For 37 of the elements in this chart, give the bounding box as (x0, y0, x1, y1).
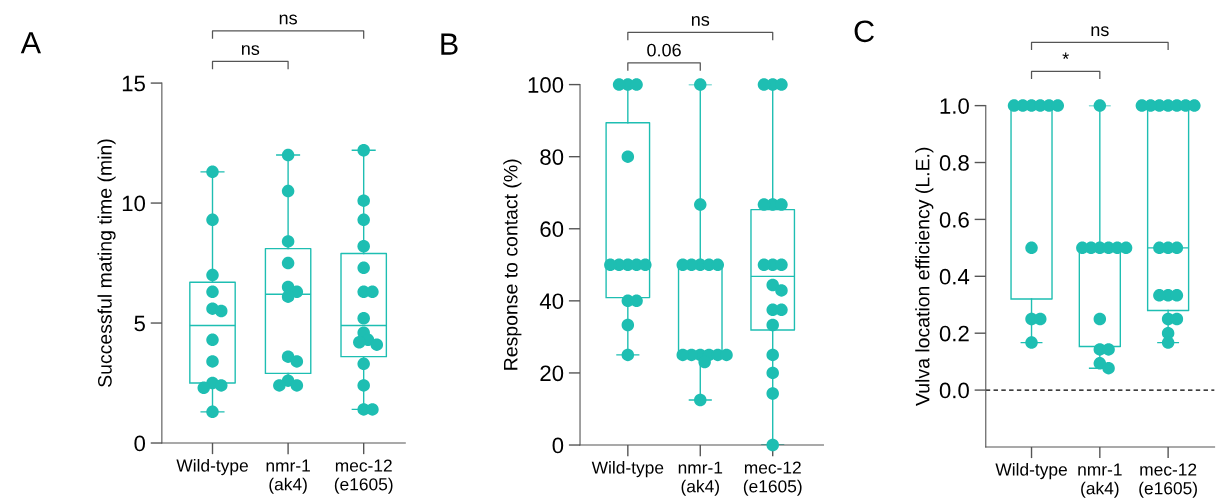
x-tick-label: nmr-1 (ak4) (266, 459, 310, 494)
y-tick-label: 15 (122, 75, 145, 92)
y-tick-label: 60 (540, 221, 564, 238)
y-tick-label: 0 (552, 437, 564, 454)
y-tick-label: 0.0 (939, 382, 969, 399)
x-tick-label: mec-12 (e1605) (1139, 463, 1197, 498)
x-tick-label: nmr-1 (ak4) (1078, 463, 1122, 498)
y-axis-title: Successful mating time (min) (97, 139, 116, 387)
y-tick-label: 100 (528, 77, 564, 93)
text: ns (279, 14, 297, 25)
y-tick-label: 20 (540, 365, 564, 382)
y-axis-title: Response to contact (%) (503, 159, 522, 370)
text: * (1062, 52, 1069, 59)
y-tick-label: 10 (122, 195, 146, 212)
x-tick-label: mec-12 (e1605) (334, 459, 393, 494)
x-tick-label: Wild-type (591, 461, 664, 478)
text: ns (241, 45, 260, 56)
y-tick-label: 80 (540, 149, 564, 165)
text: ns (691, 15, 710, 26)
x-tick-label: nmr-1 (ak4) (678, 461, 723, 496)
x-tick-label: Wild-type (176, 458, 248, 476)
y-tick-label: 5 (134, 315, 145, 332)
y-tick-label: 40 (539, 293, 564, 310)
x-tick-label: Wild-type (995, 462, 1067, 480)
text: 0.06 (647, 43, 681, 57)
x-tick-label: mec-12 (e1605) (743, 461, 802, 496)
y-tick-label: 0.8 (939, 155, 969, 171)
y-axis-title: Vulva location efficiency (L.E.) (915, 147, 934, 406)
chart-title: B (441, 33, 458, 55)
chart-title: A (20, 32, 42, 54)
text: ns (1091, 26, 1109, 37)
chart-title: C (854, 20, 874, 43)
y-tick-label: 0.6 (939, 211, 969, 228)
y-tick-label: 0 (134, 435, 146, 452)
y-tick-label: 1.0 (940, 98, 969, 114)
y-tick-label: 0.2 (939, 325, 969, 342)
y-tick-label: 0.4 (939, 268, 970, 285)
